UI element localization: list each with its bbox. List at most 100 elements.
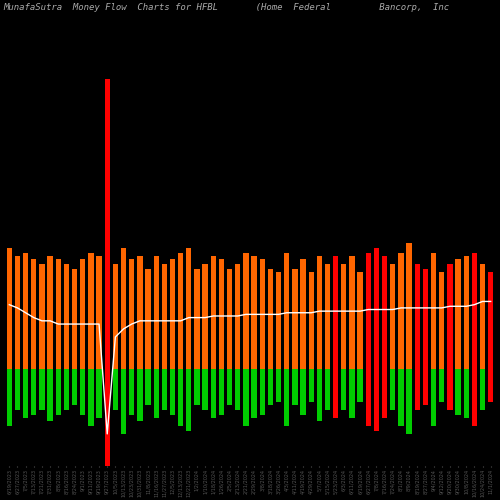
Bar xyxy=(268,370,273,405)
Bar xyxy=(366,370,371,426)
Bar xyxy=(104,370,110,500)
Bar xyxy=(154,370,159,418)
Bar xyxy=(162,370,167,410)
Bar xyxy=(178,253,184,370)
Bar xyxy=(112,370,118,410)
Bar xyxy=(406,244,412,370)
Bar xyxy=(439,370,444,402)
Bar xyxy=(129,260,134,370)
Bar xyxy=(333,370,338,418)
Bar xyxy=(121,370,126,434)
Text: MunafaSutra  Money Flow  Charts for HFBL       (Home  Federal         Bancorp,  : MunafaSutra Money Flow Charts for HFBL (… xyxy=(3,3,449,12)
Bar xyxy=(358,370,363,402)
Bar xyxy=(276,272,281,370)
Bar xyxy=(456,260,460,370)
Bar xyxy=(284,253,290,370)
Bar xyxy=(219,370,224,414)
Bar xyxy=(268,269,273,370)
Bar xyxy=(390,370,396,410)
Bar xyxy=(398,370,404,426)
Bar xyxy=(64,264,69,370)
Bar xyxy=(456,370,460,414)
Bar xyxy=(316,256,322,370)
Bar xyxy=(406,370,412,434)
Bar xyxy=(202,370,208,410)
Bar xyxy=(88,253,94,370)
Bar xyxy=(6,370,12,426)
Bar xyxy=(488,272,494,370)
Bar xyxy=(374,248,379,370)
Bar xyxy=(72,269,77,370)
Bar xyxy=(308,370,314,402)
Bar xyxy=(350,370,354,418)
Bar xyxy=(464,370,469,418)
Bar xyxy=(137,370,142,421)
Bar xyxy=(300,370,306,414)
Bar xyxy=(170,370,175,414)
Bar xyxy=(235,370,240,410)
Bar xyxy=(15,256,20,370)
Bar xyxy=(398,253,404,370)
Bar xyxy=(488,370,494,402)
Bar xyxy=(260,370,265,414)
Bar xyxy=(431,253,436,370)
Bar xyxy=(244,370,248,426)
Bar xyxy=(80,370,86,414)
Bar xyxy=(235,264,240,370)
Bar xyxy=(464,256,469,370)
Bar xyxy=(439,272,444,370)
Bar xyxy=(112,264,118,370)
Bar xyxy=(341,264,346,370)
Bar xyxy=(186,248,192,370)
Bar xyxy=(423,370,428,405)
Bar xyxy=(6,248,12,370)
Bar xyxy=(341,370,346,410)
Bar xyxy=(350,256,354,370)
Bar xyxy=(431,370,436,426)
Bar xyxy=(210,256,216,370)
Bar xyxy=(300,260,306,370)
Bar xyxy=(194,370,200,405)
Bar xyxy=(146,269,150,370)
Bar xyxy=(447,370,452,410)
Bar xyxy=(72,370,77,405)
Bar xyxy=(64,370,69,410)
Bar xyxy=(154,256,159,370)
Bar xyxy=(292,370,298,405)
Bar xyxy=(244,253,248,370)
Bar xyxy=(284,370,290,426)
Bar xyxy=(276,370,281,402)
Bar xyxy=(219,260,224,370)
Bar xyxy=(358,272,363,370)
Bar xyxy=(186,370,192,430)
Bar xyxy=(104,78,110,370)
Bar xyxy=(423,269,428,370)
Bar xyxy=(40,264,44,370)
Bar xyxy=(31,260,36,370)
Bar xyxy=(48,370,53,421)
Bar xyxy=(325,370,330,410)
Bar xyxy=(88,370,94,426)
Bar xyxy=(447,264,452,370)
Bar xyxy=(48,256,53,370)
Bar xyxy=(96,256,102,370)
Bar xyxy=(480,264,485,370)
Bar xyxy=(390,264,396,370)
Bar xyxy=(96,370,102,418)
Bar xyxy=(146,370,150,405)
Bar xyxy=(252,256,256,370)
Bar xyxy=(292,269,298,370)
Bar xyxy=(23,253,28,370)
Bar xyxy=(56,370,61,414)
Bar xyxy=(202,264,208,370)
Bar xyxy=(472,253,477,370)
Bar xyxy=(23,370,28,418)
Bar xyxy=(178,370,184,426)
Bar xyxy=(252,370,256,418)
Bar xyxy=(15,370,20,410)
Bar xyxy=(56,260,61,370)
Bar xyxy=(227,370,232,405)
Bar xyxy=(366,253,371,370)
Bar xyxy=(316,370,322,421)
Bar xyxy=(333,256,338,370)
